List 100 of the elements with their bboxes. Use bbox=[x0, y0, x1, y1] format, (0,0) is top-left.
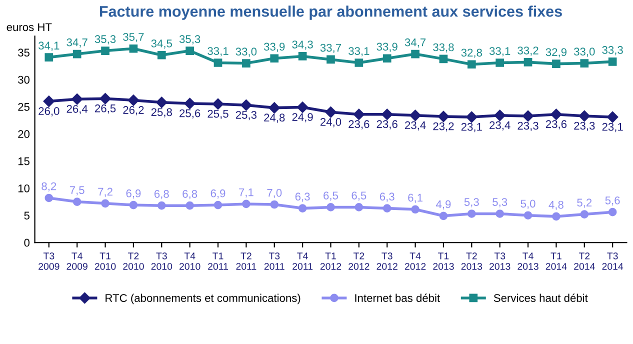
point bbox=[578, 110, 590, 122]
data-label: 26,0 bbox=[38, 107, 60, 116]
point bbox=[522, 110, 534, 122]
y-tick-label: 20 bbox=[18, 130, 30, 138]
point bbox=[128, 94, 140, 106]
point bbox=[524, 211, 532, 220]
point bbox=[156, 96, 168, 108]
point bbox=[354, 58, 364, 67]
x-tick-label: T4 2012 bbox=[404, 252, 426, 270]
point bbox=[467, 60, 476, 69]
data-label: 26,5 bbox=[95, 104, 116, 114]
point bbox=[298, 52, 307, 60]
data-label: 6,8 bbox=[182, 190, 198, 200]
data-label: 33,1 bbox=[489, 47, 510, 56]
x-tick-label: T4 2010 bbox=[180, 252, 200, 270]
point bbox=[326, 203, 335, 212]
data-label: 6,1 bbox=[408, 194, 422, 203]
data-label: 23,1 bbox=[461, 122, 482, 132]
x-tick-label: T2 2014 bbox=[574, 252, 595, 270]
point bbox=[44, 194, 54, 202]
data-label: 6,3 bbox=[295, 192, 310, 202]
chart-title: Facture moyenne mensuelle par abonnement aux services fixes bbox=[100, 6, 562, 20]
data-label: 23,3 bbox=[518, 122, 538, 131]
x-tick-label: T3 2012 bbox=[376, 252, 398, 270]
data-label: 23,2 bbox=[433, 122, 454, 132]
point bbox=[439, 212, 448, 220]
data-label: 6,3 bbox=[380, 192, 394, 202]
point bbox=[101, 199, 110, 208]
point bbox=[212, 98, 224, 110]
point bbox=[72, 50, 82, 58]
data-label: 32,9 bbox=[546, 48, 566, 58]
data-label: 7,2 bbox=[98, 188, 112, 197]
point bbox=[496, 210, 504, 218]
data-label: 7,1 bbox=[239, 188, 254, 198]
y-tick-label: 25 bbox=[18, 103, 30, 111]
data-label: 26,4 bbox=[66, 104, 88, 114]
x-tick-label: T3 2010 bbox=[151, 252, 172, 270]
legend-label: Internet bas débit bbox=[355, 294, 440, 302]
y-tick-label: 30 bbox=[18, 76, 30, 84]
data-label: 33,3 bbox=[602, 46, 623, 56]
data-label: 6,5 bbox=[324, 192, 338, 201]
data-label: 25,8 bbox=[151, 108, 172, 118]
x-tick-label: T2 2013 bbox=[461, 252, 482, 270]
x-tick-label: T4 2011 bbox=[292, 252, 313, 270]
point bbox=[550, 108, 562, 120]
point bbox=[296, 102, 308, 113]
data-label: 5,0 bbox=[520, 200, 536, 209]
x-tick-label: T3 2011 bbox=[264, 252, 284, 270]
point bbox=[438, 110, 450, 122]
point bbox=[439, 54, 448, 64]
point bbox=[410, 110, 421, 122]
point bbox=[466, 111, 478, 123]
point bbox=[129, 200, 138, 210]
data-label: 23,6 bbox=[376, 120, 398, 130]
data-label: 35,3 bbox=[94, 35, 116, 44]
point bbox=[552, 60, 560, 68]
x-tick-label: T3 2013 bbox=[490, 252, 510, 270]
point bbox=[524, 58, 532, 66]
point bbox=[353, 108, 365, 120]
point bbox=[270, 200, 279, 209]
x-tick-label: T1 2010 bbox=[94, 252, 116, 270]
data-label: 35,7 bbox=[123, 32, 144, 42]
data-label: 8,2 bbox=[42, 182, 56, 192]
point bbox=[382, 108, 393, 120]
data-label: 23,6 bbox=[546, 120, 567, 130]
y-axis-title: euros HT bbox=[6, 23, 52, 32]
data-label: 33,9 bbox=[264, 42, 285, 52]
x-tick-label: T3 2009 bbox=[38, 252, 60, 270]
data-label: 34,1 bbox=[38, 42, 60, 51]
point bbox=[214, 200, 222, 210]
point bbox=[608, 208, 617, 216]
data-label: 33,0 bbox=[236, 48, 257, 57]
data-label: 33,1 bbox=[348, 47, 370, 56]
data-label: 26,2 bbox=[123, 106, 144, 116]
point bbox=[44, 53, 54, 62]
data-label: 6,5 bbox=[352, 192, 366, 201]
point bbox=[214, 58, 222, 67]
x-tick-label: T4 2013 bbox=[518, 252, 538, 270]
data-label: 23,1 bbox=[602, 122, 623, 132]
x-tick-label: T2 2010 bbox=[123, 252, 144, 270]
data-label: 33,1 bbox=[208, 47, 228, 56]
y-tick-label: 35 bbox=[18, 48, 30, 57]
point bbox=[411, 50, 420, 58]
data-label: 4,8 bbox=[548, 200, 564, 210]
x-tick-label: T1 2011 bbox=[208, 252, 228, 270]
data-label: 25,3 bbox=[236, 110, 257, 120]
x-tick-label: T2 2012 bbox=[348, 252, 370, 270]
data-label: 33,2 bbox=[518, 46, 538, 56]
point bbox=[411, 205, 420, 214]
y-tick-label: 15 bbox=[18, 157, 30, 166]
point bbox=[270, 54, 279, 63]
point bbox=[268, 102, 280, 114]
data-label: 23,4 bbox=[405, 121, 426, 130]
data-label: 23,4 bbox=[490, 121, 510, 130]
point bbox=[354, 203, 364, 212]
point bbox=[494, 110, 506, 122]
data-label: 6,8 bbox=[154, 190, 169, 200]
data-label: 5,2 bbox=[577, 198, 592, 208]
y-tick-label: 0 bbox=[24, 238, 30, 247]
point bbox=[467, 210, 476, 218]
